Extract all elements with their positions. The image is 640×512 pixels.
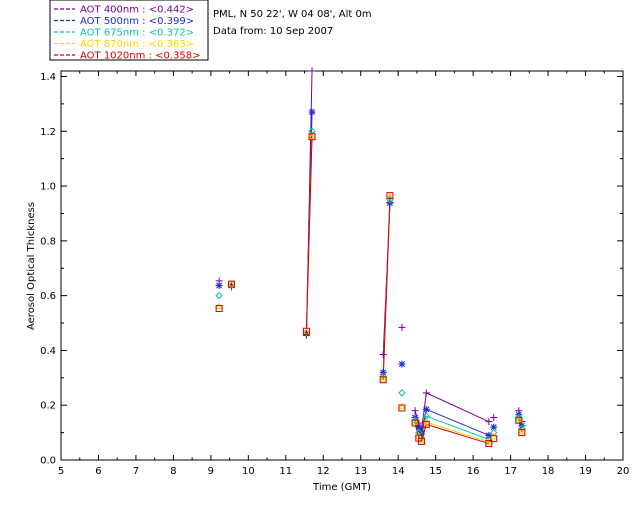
point-400nm — [485, 418, 493, 426]
x-tick-label: 13 — [354, 466, 367, 477]
x-tick-label: 19 — [579, 466, 592, 477]
legend-item: AOT 870nm : <0.363> — [80, 39, 194, 50]
point-675nm — [415, 428, 423, 437]
y-tick-label: 1.0 — [40, 182, 56, 193]
x-tick-label: 14 — [392, 466, 405, 477]
point-400nm — [379, 351, 387, 359]
series-segment — [426, 408, 490, 436]
plot-frame — [60, 70, 624, 461]
point-400nm — [398, 323, 406, 331]
x-tick-label: 18 — [542, 466, 555, 477]
legend-item: AOT 400nm : <0.442> — [80, 5, 194, 16]
y-axis-label: Aerosol Optical Thickness — [26, 202, 37, 330]
point-870nm — [489, 432, 498, 440]
point-870nm — [514, 415, 523, 422]
x-tick-label: 15 — [429, 466, 442, 477]
x-tick-label: 7 — [133, 466, 139, 477]
point-400nm — [411, 407, 419, 415]
series-segment — [426, 421, 490, 443]
x-axis: 5 6 7 8 9 10 11 12 13 14 15 16 17 18 19 20 — [58, 71, 630, 477]
y-axis: 0.0 0.2 0.4 0.6 0.8 1.0 1.2 1.4 — [40, 72, 623, 467]
y-tick-label: 0.8 — [40, 236, 56, 247]
x-tick-label: 5 — [58, 466, 64, 477]
x-tick-label: 10 — [242, 466, 255, 477]
point-1020nm — [515, 416, 523, 424]
point-1020nm — [398, 404, 406, 412]
legend-item: AOT 500nm : <0.399> — [80, 16, 194, 27]
point-675nm — [215, 291, 223, 300]
point-500nm — [422, 405, 430, 413]
date-info: Data from: 10 Sep 2007 — [213, 26, 333, 37]
y-tick-label: 0.6 — [40, 291, 56, 302]
point-675nm — [379, 372, 387, 381]
y-tick-label: 0.2 — [40, 401, 56, 412]
point-1020nm — [490, 435, 498, 443]
series-lines — [305, 70, 523, 445]
x-tick-label: 17 — [504, 466, 517, 477]
point-1020nm — [411, 419, 419, 427]
x-tick-label: 16 — [467, 466, 480, 477]
point-870nm — [398, 402, 406, 410]
point-500nm — [379, 368, 387, 376]
point-675nm — [515, 413, 523, 422]
point-500nm — [398, 360, 406, 368]
point-500nm — [215, 281, 223, 289]
y-tick-label: 1.2 — [40, 127, 56, 138]
point-400nm — [490, 414, 498, 422]
y-tick-label: 1.4 — [40, 72, 56, 83]
point-870nm — [308, 132, 316, 140]
point-675nm — [518, 424, 526, 433]
legend-item: AOT 1020nm : <0.358> — [80, 51, 200, 62]
point-870nm — [215, 302, 223, 310]
point-1020nm — [379, 376, 387, 384]
point-675nm — [411, 416, 419, 424]
x-tick-label: 11 — [279, 466, 292, 477]
x-tick-label: 20 — [617, 466, 630, 477]
point-1020nm — [417, 437, 425, 445]
point-870nm — [227, 280, 236, 287]
point-1020nm — [227, 280, 235, 288]
site-info: PML, N 50 22', W 04 08', Alt 0m — [213, 9, 372, 20]
point-400nm — [422, 389, 430, 397]
point-1020nm — [386, 192, 394, 200]
point-1020nm — [518, 429, 526, 437]
y-tick-label: 0.0 — [40, 456, 56, 467]
legend-box — [49, 0, 209, 61]
legend-item: AOT 675nm : <0.372> — [80, 28, 194, 39]
point-870nm — [417, 436, 426, 443]
series-markers — [215, 67, 526, 448]
point-870nm — [379, 375, 388, 382]
point-1020nm — [215, 305, 223, 313]
y-tick-label: 0.4 — [40, 346, 56, 357]
point-870nm — [411, 418, 419, 425]
point-500nm — [308, 108, 316, 116]
series-segment — [426, 392, 490, 423]
x-tick-label: 9 — [208, 466, 214, 477]
x-tick-label: 12 — [317, 466, 330, 477]
x-axis-label: Time (GMT) — [312, 482, 371, 493]
series-segment — [382, 195, 391, 380]
x-tick-label: 6 — [95, 466, 101, 477]
series-segment — [426, 423, 490, 445]
legend: AOT 400nm : <0.442>AOT 500nm : <0.399>AO… — [49, 0, 209, 62]
series-segment — [305, 136, 313, 332]
series-segment — [426, 415, 490, 440]
point-400nm — [308, 67, 316, 75]
point-1020nm — [302, 327, 310, 335]
point-1020nm — [485, 440, 493, 448]
x-tick-label: 8 — [170, 466, 176, 477]
point-1020nm — [308, 133, 316, 141]
point-675nm — [398, 389, 406, 397]
point-870nm — [517, 427, 526, 435]
point-1020nm — [422, 420, 430, 428]
